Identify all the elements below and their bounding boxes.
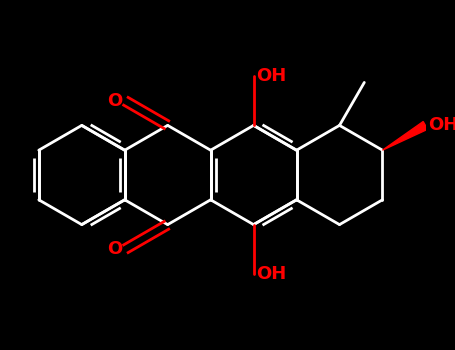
- Text: O: O: [107, 240, 122, 258]
- Polygon shape: [383, 121, 428, 150]
- Text: OH: OH: [256, 265, 286, 283]
- Text: O: O: [107, 92, 122, 110]
- Text: OH: OH: [256, 67, 286, 85]
- Text: OH: OH: [428, 117, 455, 134]
